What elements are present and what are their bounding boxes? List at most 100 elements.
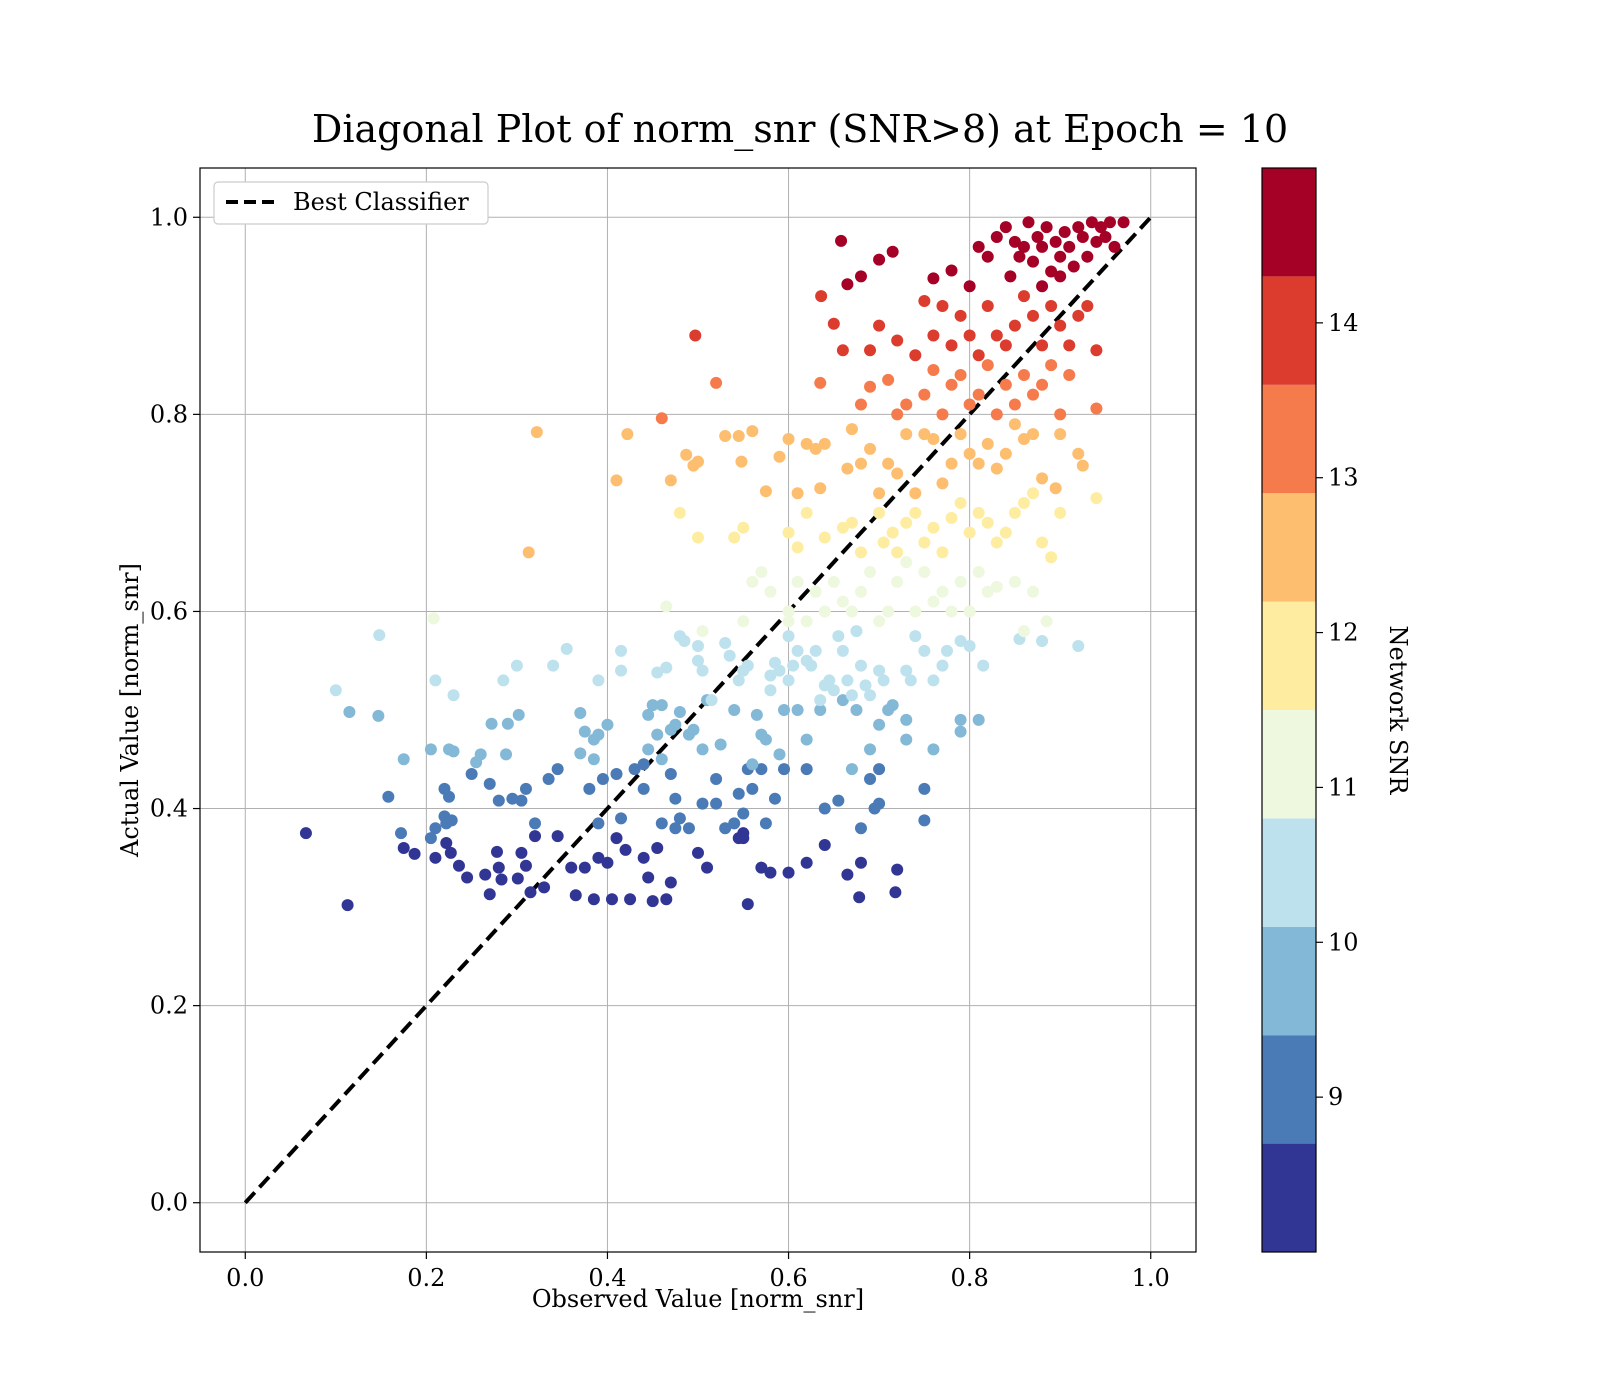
colorbar-tick-label: 13: [1328, 464, 1359, 492]
scatter-point: [800, 615, 813, 628]
scatter-point: [746, 758, 759, 771]
scatter-point: [1027, 255, 1040, 268]
scatter-point: [719, 822, 732, 835]
scatter-point: [710, 376, 723, 389]
scatter-point: [945, 511, 958, 524]
scatter-point: [578, 861, 591, 874]
scatter-point: [782, 615, 795, 628]
scatter-point: [737, 807, 750, 820]
scatter-point: [651, 666, 664, 679]
scatter-point: [1072, 639, 1085, 652]
scatter-point: [424, 832, 437, 845]
scatter-point: [827, 575, 840, 588]
scatter-point: [397, 841, 410, 854]
scatter-point: [660, 600, 673, 613]
scatter-point: [768, 792, 781, 805]
x-axis-ticks: 0.0 0.2 0.4 0.6 0.8 1.0: [226, 1252, 1170, 1292]
colorbar-bin: [1262, 1035, 1316, 1144]
scatter-point: [741, 898, 754, 911]
scatter-point: [999, 526, 1012, 539]
scatter-point: [1049, 235, 1062, 248]
scatter-point: [651, 728, 664, 741]
scatter-point: [692, 846, 704, 859]
y-tick-label: 0.2: [150, 992, 188, 1020]
scatter-point: [936, 546, 949, 559]
scatter-point: [592, 674, 605, 687]
scatter-point: [891, 575, 904, 588]
scatter-point: [1036, 536, 1049, 549]
scatter-point: [689, 329, 702, 342]
scatter-point: [782, 526, 795, 539]
scatter-point: [918, 644, 931, 657]
scatter-point: [660, 893, 673, 906]
scatter-point: [732, 674, 745, 687]
scatter-point: [782, 433, 795, 445]
scatter-point: [673, 506, 686, 519]
scatter-point: [615, 812, 628, 825]
x-tick-label: 0.4: [588, 1264, 626, 1292]
scatter-point: [963, 526, 976, 539]
scatter-point: [1040, 221, 1053, 234]
y-tick-label: 1.0: [150, 203, 188, 231]
scatter-point: [891, 546, 904, 559]
scatter-point: [859, 679, 872, 692]
scatter-point: [1049, 482, 1062, 495]
scatter-point: [397, 753, 410, 766]
scatter-point: [832, 794, 845, 807]
scatter-point: [791, 541, 804, 554]
scatter-point: [728, 531, 741, 544]
scatter-point: [1045, 299, 1058, 312]
scatter-point: [1081, 250, 1094, 263]
scatter-point: [427, 612, 440, 625]
scatter-point: [1045, 265, 1058, 278]
scatter-point: [782, 630, 795, 643]
scatter-point: [1085, 216, 1098, 229]
scatter-point: [610, 832, 623, 845]
scatter-point: [372, 709, 385, 722]
scatter-point: [841, 462, 854, 475]
colorbar: 9 10 11 12 13 14: [1261, 167, 1359, 1253]
scatter-point: [972, 566, 985, 579]
scatter-point: [1090, 402, 1103, 415]
scatter-point: [791, 704, 804, 716]
scatter-point: [936, 477, 949, 490]
scatter-point: [864, 344, 877, 357]
scatter-point: [628, 763, 641, 776]
scatter-point: [474, 748, 487, 761]
x-tick-label: 1.0: [1132, 1264, 1170, 1292]
scatter-point: [569, 889, 582, 902]
scatter-point: [909, 487, 922, 500]
scatter-point: [800, 856, 813, 869]
colorbar-tick-label: 12: [1328, 619, 1359, 647]
scatter-point: [592, 728, 605, 741]
scatter-point: [954, 309, 967, 322]
scatter-point: [710, 772, 723, 785]
scatter-point: [329, 684, 342, 697]
scatter-point: [485, 717, 498, 730]
scatter-point: [891, 334, 904, 347]
scatter-point: [864, 772, 877, 785]
scatter-point: [882, 373, 895, 386]
scatter-point: [999, 339, 1012, 352]
scatter-point: [655, 817, 668, 830]
scatter-point: [501, 717, 514, 730]
scatter-point: [696, 797, 709, 810]
scatter-point: [1027, 585, 1040, 598]
scatter-point: [447, 745, 460, 758]
scatter-point: [461, 871, 474, 884]
scatter-point: [1036, 280, 1049, 293]
scatter-point: [1090, 344, 1103, 357]
scatter-point: [1027, 487, 1040, 500]
scatter-point: [990, 536, 1003, 549]
scatter-point: [927, 329, 940, 342]
scatter-point: [954, 575, 967, 588]
scatter-point: [832, 630, 845, 643]
scatter-point: [818, 839, 831, 852]
scatter-point: [746, 782, 759, 795]
scatter-point: [927, 743, 940, 756]
scatter-point: [506, 792, 519, 805]
scatter-point: [886, 699, 899, 712]
y-tick-label: 0.6: [150, 597, 188, 625]
scatter-point: [990, 408, 1003, 421]
scatter-point: [637, 851, 650, 864]
